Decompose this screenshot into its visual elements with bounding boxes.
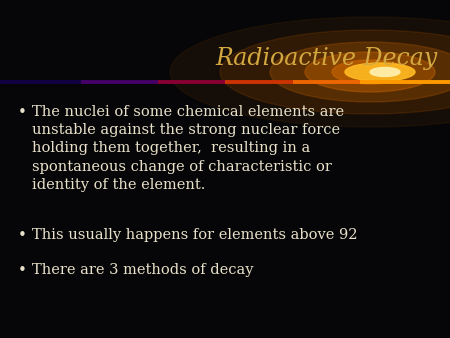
Text: There are 3 methods of decay: There are 3 methods of decay [32,263,253,277]
Ellipse shape [345,63,415,81]
Ellipse shape [170,17,450,127]
Ellipse shape [305,52,435,92]
Text: •: • [18,105,27,120]
Ellipse shape [370,68,400,76]
Text: The nuclei of some chemical elements are
unstable against the strong nuclear for: The nuclei of some chemical elements are… [32,105,344,192]
Text: This usually happens for elements above 92: This usually happens for elements above … [32,228,357,242]
Ellipse shape [332,60,408,84]
Text: Radioactive Decay: Radioactive Decay [216,47,438,70]
Text: •: • [18,228,27,243]
Ellipse shape [220,30,450,114]
Ellipse shape [270,42,450,102]
Text: •: • [18,263,27,278]
